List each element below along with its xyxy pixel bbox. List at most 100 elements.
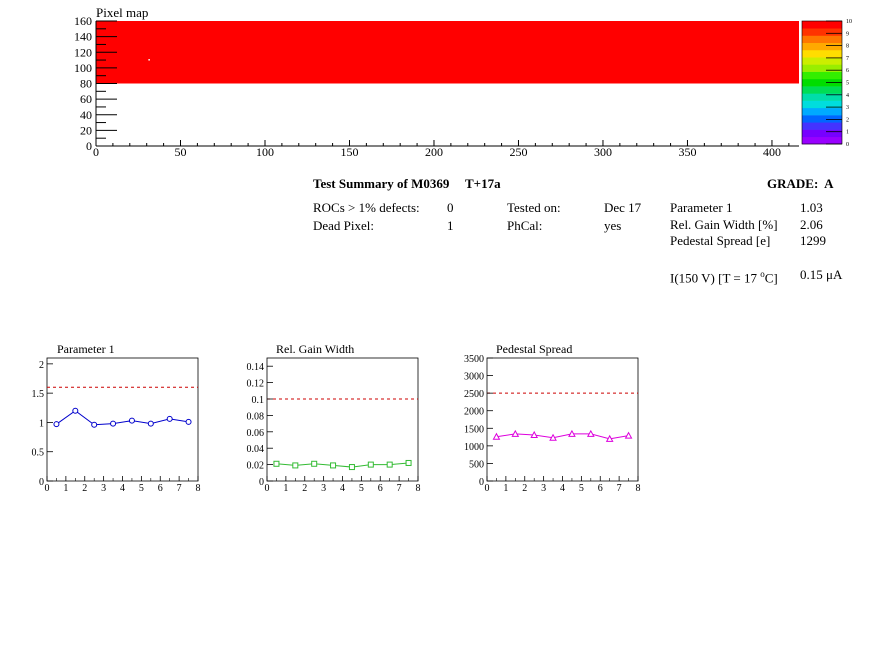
colorbar-tick-label: 8	[846, 44, 849, 50]
rel-gain-width-x-tick-label: 4	[340, 483, 345, 494]
gain-width-label: Rel. Gain Width [%]	[670, 217, 778, 232]
pixel-map-y-tick-label: 80	[80, 77, 92, 91]
rel-gain-width-y-tick-label: 0.12	[247, 379, 265, 390]
rel-gain-width-y-tick-label: 0.04	[247, 444, 265, 455]
colorbar-segment	[802, 35, 842, 44]
rel-gain-width-x-tick-label: 5	[359, 483, 364, 494]
colorbar-segment	[802, 28, 842, 36]
rel-gain-width-data-point	[330, 462, 337, 469]
rel-gain-width-data-point	[367, 461, 374, 468]
pedestal-spread-data-point	[605, 434, 614, 442]
degree-symbol: o	[760, 269, 765, 279]
pedestal-spread-x-tick-label: 6	[598, 483, 603, 494]
rel-gain-width-data-point	[348, 464, 355, 471]
parameter-1-series-line	[56, 410, 189, 426]
parameter-1-x-tick-label: 1	[63, 483, 68, 494]
pixel-map-title: Pixel map	[96, 5, 148, 20]
pixel-map-y-tick-label: 20	[80, 123, 92, 137]
pedestal-spread-y-tick-label: 500	[469, 459, 484, 470]
current-label: I(150 V) [T = 17 oC]	[670, 266, 778, 286]
colorbar-tick-label: 10	[846, 19, 852, 25]
colorbar-segment	[802, 78, 842, 87]
pixel-map-x-tick-label: 300	[594, 145, 612, 159]
pixel-map-x-tick-label: 250	[509, 145, 527, 159]
rel-gain-width-data-point	[273, 460, 280, 467]
parameter-1-y-tick-label: 1.5	[32, 389, 45, 400]
rocs-label: ROCs > 1% defects:	[313, 200, 420, 215]
colorbar-tick-label: 4	[846, 93, 849, 99]
colorbar-segment	[802, 57, 842, 65]
rel-gain-width-y-tick-label: 0.08	[247, 411, 265, 422]
colorbar-segment	[802, 100, 842, 109]
pixel-map-x-tick-label: 50	[174, 145, 186, 159]
pedestal-spread-x-tick-label: 2	[522, 483, 527, 494]
phcal-label: PhCal:	[507, 218, 543, 233]
rel-gain-width-series-line	[276, 462, 409, 468]
rel-gain-width-y-tick-label: 0	[259, 477, 264, 488]
parameter-1-x-tick-label: 6	[158, 483, 163, 494]
pixel-map-y-tick-label: 60	[80, 92, 92, 106]
colorbar-tick-label: 2	[846, 117, 849, 123]
current-label-suffix: C]	[764, 270, 778, 286]
colorbar-segment	[802, 21, 842, 29]
pixel-map-y-tick-label: 0	[86, 139, 92, 153]
rel-gain-width-x-tick-label: 2	[302, 483, 307, 494]
parameter-1-data-point	[110, 420, 117, 427]
parameter-1-y-tick-label: 0.5	[32, 448, 45, 459]
pixel-map-y-tick-label: 100	[74, 61, 92, 75]
rel-gain-width-x-tick-label: 3	[321, 483, 326, 494]
parameter-1-x-tick-label: 2	[82, 483, 87, 494]
parameter-1-data-point	[166, 415, 173, 422]
parameter-1-x-tick-label: 8	[196, 483, 201, 494]
pedestal-spread-y-tick-label: 1500	[464, 424, 484, 435]
parameter-1-x-tick-label: 4	[120, 483, 125, 494]
colorbar-segment	[802, 136, 842, 145]
rel-gain-width-data-point	[311, 460, 318, 467]
pedestal-spread-title: Pedestal Spread	[496, 342, 572, 356]
rel-gain-width-x-tick-label: 6	[378, 483, 383, 494]
pedestal-spread-y-tick-label: 0	[479, 477, 484, 488]
rel-gain-width-y-tick-label: 0.06	[247, 428, 265, 439]
parameter-1-y-tick-label: 1	[39, 418, 44, 429]
colorbar-tick-label: 3	[846, 105, 849, 111]
heatmap-filled-region	[96, 21, 799, 84]
parameter-1-data-point	[185, 418, 192, 425]
current-label-prefix: I(150 V) [T = 17	[670, 270, 761, 286]
grade-label-text: GRADE:	[767, 176, 819, 191]
dead-pixel-value: 1	[447, 218, 454, 233]
parameter-1-data-point	[147, 420, 154, 427]
colorbar-segment	[802, 122, 842, 130]
pedestal-spread-data-point	[568, 429, 576, 437]
grade-value: A	[824, 176, 834, 191]
pedestal-spread-data-point	[511, 429, 520, 437]
parameter-1-title: Parameter 1	[57, 342, 115, 356]
parameter-1-y-tick-label: 0	[39, 477, 44, 488]
pixel-map-y-tick-label: 160	[74, 14, 92, 28]
rel-gain-width-data-point	[386, 461, 393, 468]
pedestal-spread-x-tick-label: 7	[617, 483, 622, 494]
parameter-1-x-tick-label: 7	[177, 483, 182, 494]
pedestal-spread-x-tick-label: 8	[636, 483, 641, 494]
pedestal-spread-plot: Pedestal Spread 0 500 1000 1500 2000 2500 3000 3…	[464, 342, 641, 494]
grade-label: GRADE: A	[767, 175, 833, 192]
summary-test-condition: T+17a	[465, 176, 501, 191]
summary-title: Test Summary of M0369	[313, 175, 449, 192]
pedestal-spread-x-tick-label: 5	[579, 483, 584, 494]
pedestal-spread-series-line	[496, 433, 629, 440]
colorbar-segment	[802, 86, 842, 94]
parameter-1-data-point	[72, 407, 79, 414]
pixel-map-x-tick-label: 400	[763, 145, 781, 159]
pixel-map-colorbar: 0 1 2 3 4 5 6 7 8 9 10	[801, 19, 852, 148]
rel-gain-width-frame	[266, 357, 419, 482]
pedestal-spread-frame	[486, 357, 639, 482]
pedestal-spread-x-tick-label: 0	[485, 483, 490, 494]
pixel-map-y-tick-label: 140	[74, 30, 92, 44]
colorbar-tick-label: 7	[846, 56, 849, 62]
param1-value: 1.03	[800, 200, 823, 215]
dead-pixel-mark	[148, 59, 150, 61]
rel-gain-width-x-tick-label: 1	[283, 483, 288, 494]
pedestal-spread-value: 1299	[800, 233, 826, 248]
pixel-map-y-tick-label: 120	[74, 45, 92, 59]
